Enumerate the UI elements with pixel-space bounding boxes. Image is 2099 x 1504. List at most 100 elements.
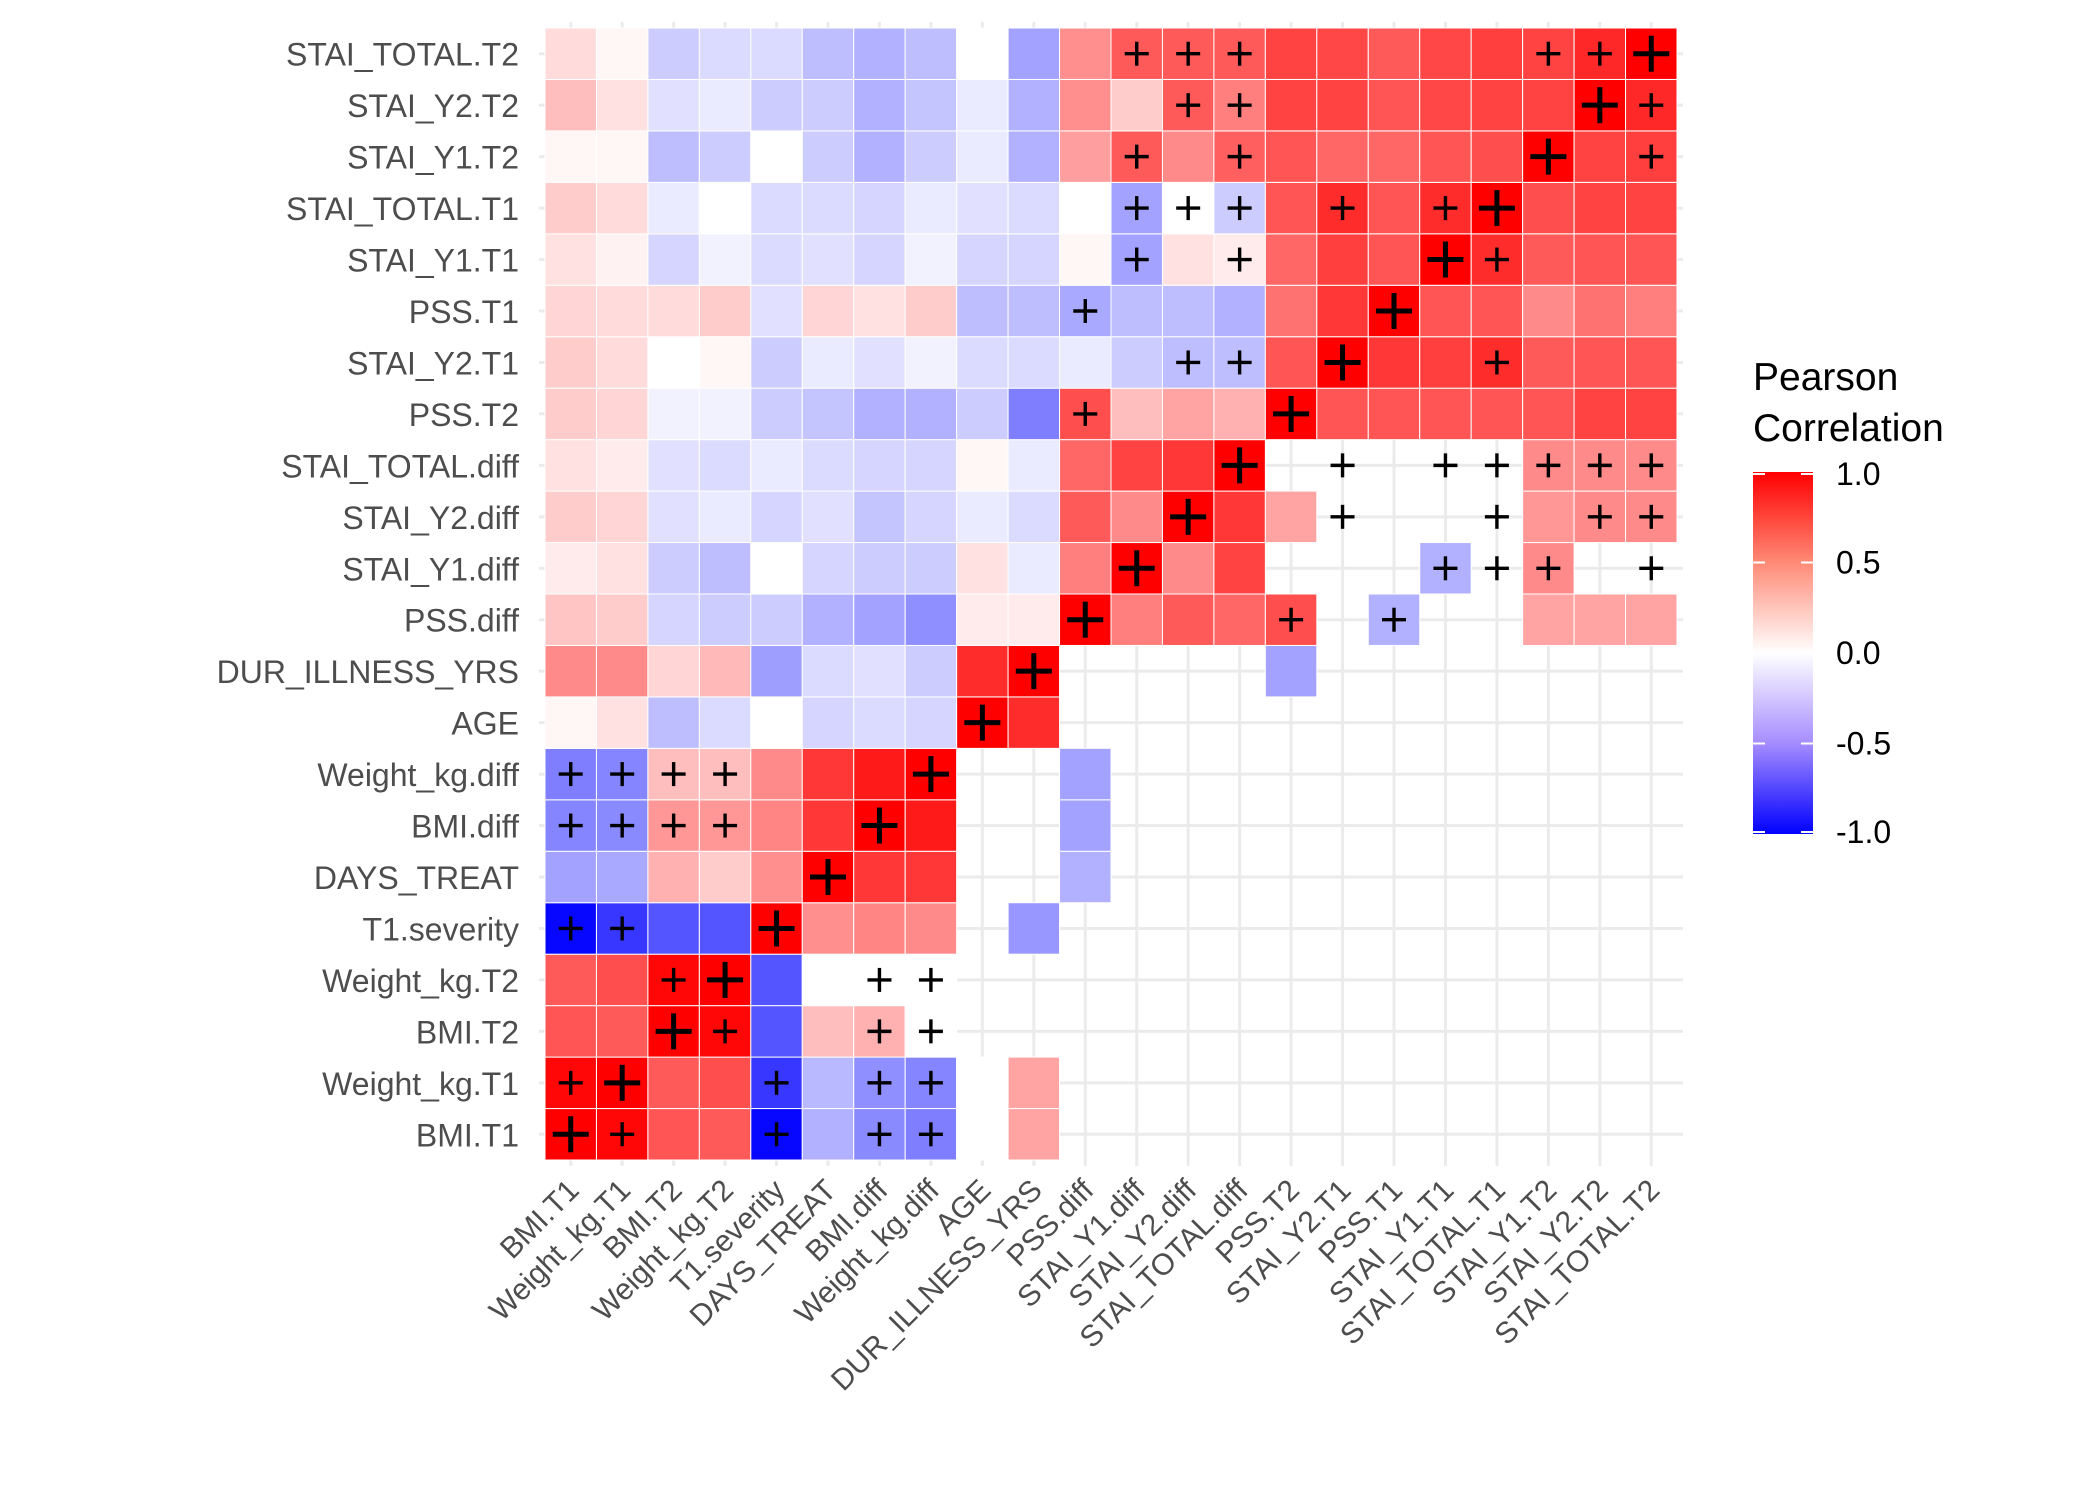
plus-marker <box>1124 196 1149 221</box>
heatmap-cell <box>853 233 906 286</box>
heatmap-cell <box>750 130 803 183</box>
heatmap-cell <box>1059 233 1112 286</box>
plus-marker <box>918 1070 943 1095</box>
heatmap-cell <box>1007 233 1061 286</box>
heatmap-cell <box>801 284 855 338</box>
heatmap-cell <box>647 644 700 698</box>
plus-marker <box>1330 453 1355 478</box>
heatmap-cell <box>801 336 855 389</box>
heatmap-cell <box>1213 490 1266 544</box>
plus-marker <box>610 1122 635 1147</box>
heatmap-cell <box>750 181 803 235</box>
plus-marker <box>661 762 686 787</box>
heatmap-cell <box>1059 336 1112 389</box>
plus-marker <box>1227 41 1252 66</box>
heatmap-cell <box>904 542 958 595</box>
heatmap-cell <box>595 593 649 646</box>
diagonal-plus-marker <box>1530 138 1567 175</box>
heatmap-cell <box>1059 130 1112 183</box>
heatmap-cell <box>1264 644 1318 698</box>
color-legend: Pearson Correlation 1.0 0.5 0.0 -0.5 -1.0 <box>1753 356 1944 850</box>
heatmap-cell <box>750 747 803 801</box>
heatmap-cell <box>750 1005 803 1058</box>
heatmap-cell <box>750 850 803 904</box>
heatmap-cell <box>853 902 906 955</box>
heatmap-cell <box>698 850 752 904</box>
heatmap-cell <box>1161 387 1215 441</box>
y-tick-label-dur-illness-yrs: DUR_ILLNESS_YRS <box>217 654 519 690</box>
heatmap-cell <box>698 696 752 749</box>
heatmap-cell <box>956 1108 1009 1161</box>
plus-marker <box>867 967 892 992</box>
plus-marker <box>1536 453 1561 478</box>
heatmap-cell <box>904 850 958 904</box>
heatmap-cell <box>1264 336 1318 389</box>
plus-marker <box>1330 504 1355 529</box>
heatmap-cell <box>853 747 906 801</box>
heatmap-cell <box>544 1005 597 1058</box>
heatmap-cell <box>1367 78 1421 132</box>
heatmap-cell <box>1059 27 1112 80</box>
heatmap-cell <box>1264 233 1318 286</box>
heatmap-cell <box>1007 387 1061 441</box>
heatmap-cell <box>1522 490 1575 544</box>
y-tick-label-weight-kg-diff: Weight_kg.diff <box>317 757 519 793</box>
diagonal-plus-marker <box>1478 190 1515 227</box>
heatmap-cell <box>1625 593 1678 646</box>
diagonal-plus-marker <box>1015 653 1052 690</box>
plus-marker <box>1227 144 1252 169</box>
plus-marker <box>1587 41 1612 66</box>
heatmap-cell <box>1625 233 1678 286</box>
heatmap-cell <box>801 181 855 235</box>
heatmap-cell <box>750 644 803 698</box>
heatmap-cell <box>595 181 649 235</box>
heatmap-cell <box>1007 27 1061 80</box>
heatmap-cell <box>1522 336 1575 389</box>
heatmap-cell <box>1110 490 1163 544</box>
heatmap-cell <box>1522 284 1575 338</box>
heatmap-cell <box>801 902 855 955</box>
heatmap-cell <box>698 284 752 338</box>
heatmap-cell <box>698 490 752 544</box>
heatmap-cell <box>801 233 855 286</box>
heatmap-cell <box>1316 130 1369 183</box>
plus-marker <box>713 1019 738 1044</box>
heatmap-cell <box>956 233 1009 286</box>
heatmap-cell <box>1213 593 1266 646</box>
heatmap-cell <box>853 27 906 80</box>
heatmap-cell <box>1419 181 1472 235</box>
heatmap-cell <box>904 387 958 441</box>
heatmap-cell <box>956 644 1009 698</box>
heatmap-cell <box>1573 387 1627 441</box>
heatmap-cell <box>750 953 803 1007</box>
heatmap-cell <box>698 542 752 595</box>
heatmap-cell <box>595 490 649 544</box>
heatmap-cell <box>801 542 855 595</box>
heatmap-cell <box>1625 387 1678 441</box>
heatmap-cell <box>904 336 958 389</box>
plus-marker <box>713 762 738 787</box>
heatmap-cell <box>1007 490 1061 544</box>
heatmap-cell <box>1161 130 1215 183</box>
heatmap-cell <box>647 490 700 544</box>
heatmap-cell <box>1007 439 1061 492</box>
heatmap-cell <box>904 78 958 132</box>
heatmap-cell <box>853 593 906 646</box>
heatmap-cell <box>698 181 752 235</box>
heatmap-cell <box>956 542 1009 595</box>
heatmap-cell <box>1213 542 1266 595</box>
heatmap-cell <box>698 1056 752 1110</box>
heatmap-cell <box>1522 181 1575 235</box>
plus-marker <box>1176 93 1201 118</box>
heatmap-cell <box>1059 799 1112 852</box>
heatmap-cell <box>1367 387 1421 441</box>
heatmap-cell <box>1161 284 1215 338</box>
heatmap-cell <box>647 593 700 646</box>
plus-marker <box>764 1070 789 1095</box>
heatmap-cell <box>1419 284 1472 338</box>
plus-marker <box>1433 556 1458 581</box>
y-tick-label-days-treat: DAYS_TREAT <box>314 860 519 896</box>
heatmap-cell <box>1522 593 1575 646</box>
heatmap-cell <box>1007 130 1061 183</box>
